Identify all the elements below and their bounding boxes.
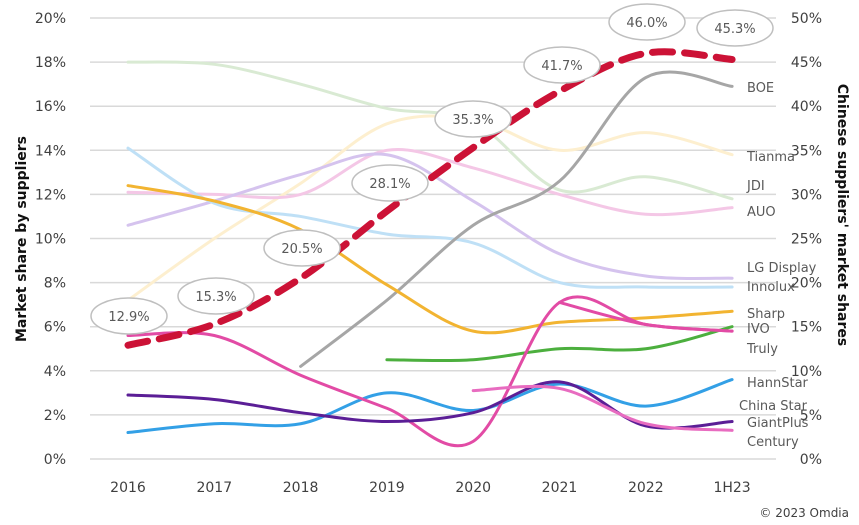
y-tick-label: 4% [44,364,66,380]
series-label-auo: AUO [747,205,776,220]
callout-bubble [90,297,168,335]
series-label-tianma: Tianma [746,150,795,165]
line-truly [385,325,734,363]
y2-tick-label: 10% [791,364,822,380]
series-label-innolux: Innolux [747,280,795,295]
series-label-hannstar: HannStar [747,376,809,391]
series-lines [126,60,734,448]
series-label-jdi: JDI [746,179,765,194]
x-tick-label: 2019 [369,480,405,496]
y2-tick-label: 20% [791,276,822,292]
line-hannstar [126,378,734,435]
line-sharp [126,184,734,335]
y-tick-label: 20% [35,11,66,27]
callout-bubble [608,3,686,41]
y2-tick-label: 15% [791,320,822,336]
y-tick-label: 10% [35,232,66,248]
line-jdi [126,60,734,201]
x-tick-label: 2016 [110,480,146,496]
y2-tick-label: 45% [791,55,822,71]
right-axis-ticks: 0% 5% 10% 15% 20% 25% 30% 35% 40% 45% 50% [791,11,822,468]
y2-tick-label: 30% [791,187,822,203]
y-tick-label: 16% [35,99,66,115]
x-axis-ticks: 2016 2017 2018 2019 2020 2021 2022 1H23 [110,480,751,496]
y2-tick-label: 5% [800,408,822,424]
series-label-boe: BOE [747,81,774,96]
line-boe [299,70,734,368]
x-tick-label: 2020 [455,480,491,496]
callout-bubble [263,229,341,267]
line-chinese-share [124,48,736,349]
series-label-century: Century [747,435,799,450]
callout-bubble [523,46,601,84]
callout-label: 28.1% [369,177,410,192]
x-tick-label: 2022 [628,480,664,496]
series-label-lg-display: LG Display [747,261,817,276]
line-giantplus [126,380,734,430]
y2-tick-label: 25% [791,232,822,248]
line-auo [126,148,734,217]
left-axis-ticks: 0% 2% 4% 6% 8% 10% 12% 14% 16% 18% 20% [35,11,66,468]
data-callouts: 12.9% 15.3% 20.5% 28.1% 35.3% 41.7% 46.0% 45.3% [90,3,774,335]
series-label-sharp: Sharp [747,307,785,322]
line-century [471,384,734,432]
y-tick-label: 0% [44,452,66,468]
x-tick-label: 1H23 [713,480,750,496]
y-tick-label: 8% [44,276,66,292]
callout-bubble [351,164,429,202]
callout-label: 41.7% [541,59,582,74]
callout-label: 45.3% [714,22,755,37]
y-axis-title: Market share by suppliers [14,136,30,342]
series-label-truly: Truly [746,342,778,357]
x-tick-label: 2018 [283,480,319,496]
y-tick-label: 12% [35,187,66,203]
callout-label: 35.3% [452,113,493,128]
series-label-giantplus: GiantPlus [747,416,809,431]
callout-label: 46.0% [626,16,667,31]
y2-tick-label: 0% [800,452,822,468]
line-tianma [126,114,734,302]
series-label-ivo: IVO [747,322,770,337]
line-china-star [126,295,734,448]
y2-axis-title: Chinese suppliers' market shares [834,84,850,346]
copyright-credit: © 2023 Omdia [759,506,849,520]
series-labels: BOE Tianma JDI AUO LG Display Innolux SharpIVO… [739,81,817,450]
callout-label: 12.9% [108,310,149,325]
x-tick-label: 2021 [542,480,578,496]
y-tick-label: 18% [35,55,66,71]
callout-bubble [434,100,512,138]
callout-bubble [177,277,255,315]
y-tick-label: 2% [44,408,66,424]
chinese-share-series [124,48,736,349]
series-label-china-star: China Star [739,399,808,414]
callout-label: 20.5% [281,242,322,257]
y-tick-label: 6% [44,320,66,336]
callout-label: 15.3% [195,290,236,305]
line-innolux [126,146,734,289]
y2-tick-label: 35% [791,143,822,159]
y2-tick-label: 50% [791,11,822,27]
y-tick-label: 14% [35,143,66,159]
x-tick-label: 2017 [196,480,232,496]
callout-bubble [696,9,774,47]
y2-tick-label: 40% [791,99,822,115]
